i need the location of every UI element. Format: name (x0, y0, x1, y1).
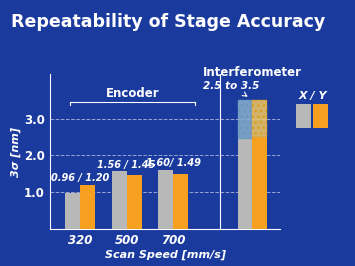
Text: 1.56 / 1.45: 1.56 / 1.45 (98, 160, 156, 170)
Y-axis label: 3σ [nm]: 3σ [nm] (11, 127, 21, 177)
Bar (237, 139, 252, 229)
Bar (252, 137, 267, 229)
Bar (80, 185, 95, 229)
Bar (252, 100, 267, 137)
Text: 1.60/ 1.49: 1.60/ 1.49 (146, 158, 201, 168)
Bar (112, 172, 127, 229)
Bar (296, 105, 311, 128)
Text: Interferometer: Interferometer (203, 66, 302, 79)
Bar (158, 170, 173, 229)
Bar (237, 100, 252, 139)
Bar (313, 105, 328, 128)
Text: 2.5 to 3.5: 2.5 to 3.5 (203, 81, 260, 96)
X-axis label: Scan Speed [mm/s]: Scan Speed [mm/s] (105, 250, 225, 260)
Bar (173, 174, 188, 229)
Bar (65, 193, 80, 229)
Text: Repeatability of Stage Accuracy: Repeatability of Stage Accuracy (11, 13, 325, 31)
Text: X / Y: X / Y (298, 91, 327, 101)
Text: 0.96 / 1.20: 0.96 / 1.20 (51, 173, 109, 183)
Bar (127, 176, 142, 229)
Text: Encoder: Encoder (106, 87, 159, 100)
